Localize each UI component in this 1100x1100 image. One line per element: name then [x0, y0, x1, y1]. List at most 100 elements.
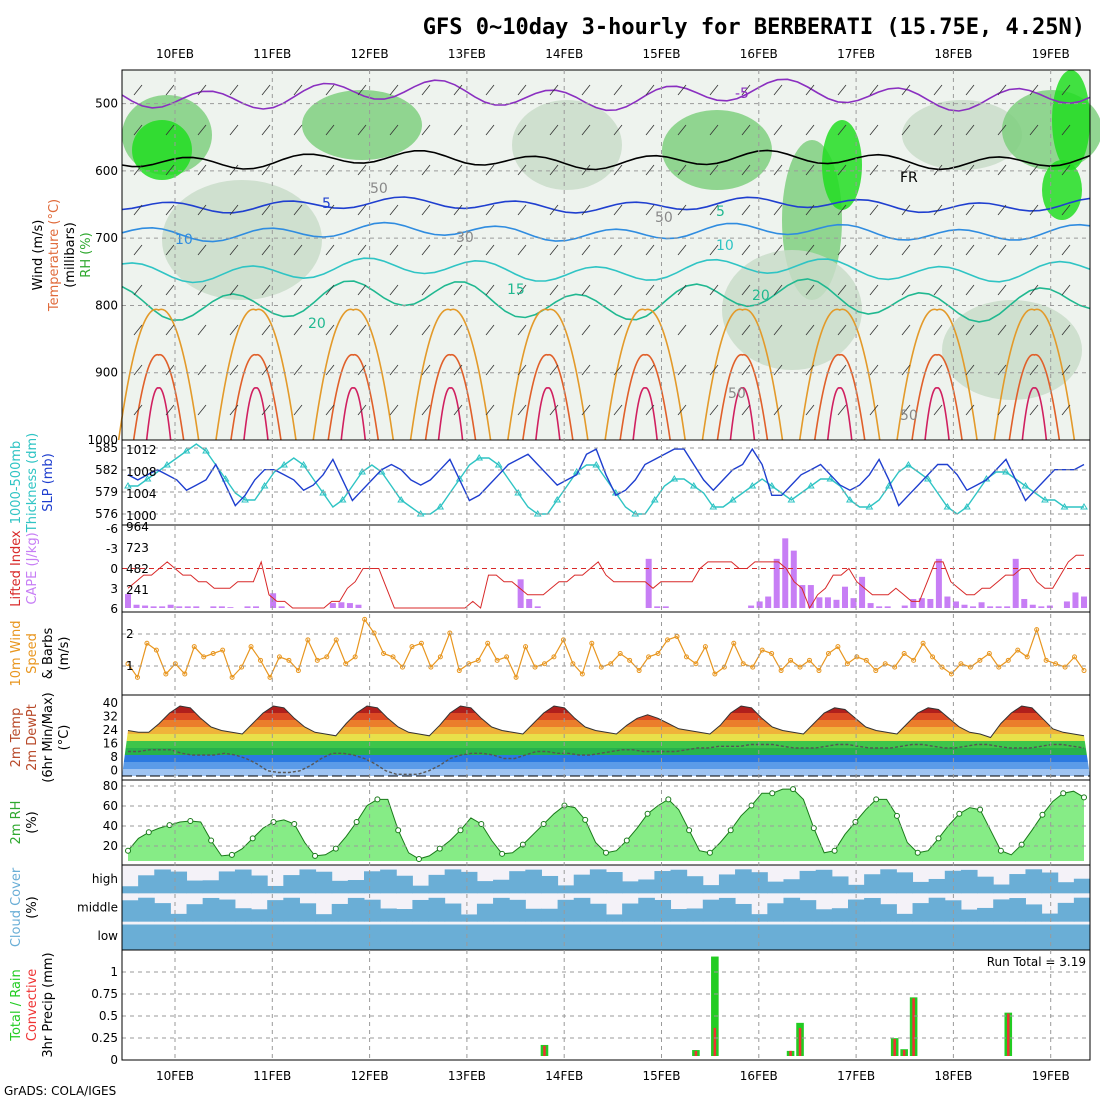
wind-speed-marker	[939, 664, 945, 670]
cape-bar	[833, 599, 840, 608]
thickness-marker	[260, 482, 269, 489]
wind-barb	[197, 244, 207, 256]
wind-speed-marker	[967, 664, 973, 670]
cape-bar	[184, 606, 191, 608]
wind-barb	[357, 244, 367, 256]
wind-barb	[229, 124, 239, 136]
warm-lobe-inner-5	[632, 387, 658, 441]
wind-barb	[165, 244, 175, 256]
wind-speed-marker	[835, 644, 841, 650]
wind-barb	[133, 404, 143, 416]
temp-band	[122, 762, 1090, 769]
wind-barb	[453, 124, 463, 136]
wind-barb	[933, 364, 943, 376]
wind-barb	[805, 324, 815, 336]
cloud-bar	[622, 881, 639, 894]
slp-tick-label: 1008	[126, 465, 157, 479]
wind-barb	[613, 324, 623, 336]
cloud-bar	[1009, 898, 1026, 922]
cloud-bar	[509, 899, 526, 922]
thickness-marker	[865, 503, 874, 510]
wind-speed-marker	[541, 661, 547, 667]
cloud-bar	[251, 909, 268, 922]
rh-marker	[1081, 794, 1087, 801]
wind-speed-marker	[437, 654, 443, 660]
cloud-bar	[993, 884, 1010, 894]
wind-barb	[421, 84, 431, 96]
cloud-bar	[202, 880, 220, 894]
wind-barb	[549, 364, 559, 376]
cloud-bar	[799, 870, 817, 894]
wind-barb	[1029, 324, 1039, 336]
wind-barb	[165, 324, 175, 336]
wind-speed-marker	[816, 668, 822, 674]
rh-shade-7	[902, 100, 1022, 170]
wind-barb	[485, 124, 495, 136]
cloud-bar	[654, 871, 672, 894]
wind-barb	[485, 364, 495, 376]
panel-frame-precip	[121, 949, 1091, 1061]
wind-speed-marker	[248, 644, 254, 650]
rh-marker	[582, 816, 589, 823]
panel-label-upper_air: (millibars)	[63, 222, 78, 288]
wind-barb	[901, 204, 911, 216]
cloud-bar	[589, 924, 607, 950]
wind-speed-marker	[485, 640, 491, 646]
wind-barb	[613, 84, 623, 96]
temp-band	[122, 741, 1090, 748]
warm-lobe-mid-5	[619, 354, 671, 441]
wind-barb	[805, 284, 815, 296]
wind-barb	[1029, 124, 1039, 136]
isotherm-line-1	[121, 149, 1091, 171]
cloud-bar	[606, 914, 623, 922]
wind-speed-marker	[693, 661, 699, 667]
thickness-marker	[748, 482, 757, 489]
cape-bar	[748, 605, 755, 608]
cloud-bar	[751, 914, 768, 922]
rh-marker	[374, 796, 381, 803]
wind-speed-marker	[532, 664, 538, 670]
cloud-bar	[444, 903, 462, 922]
cloud-bar	[1041, 924, 1059, 950]
cloud-bar	[686, 876, 704, 894]
wind-barb	[197, 364, 207, 376]
cape-bar	[867, 603, 874, 608]
wind-speed-marker	[788, 657, 794, 663]
wind-barb	[293, 284, 303, 296]
cloud-bar	[670, 909, 688, 922]
wind-speed-marker	[740, 661, 746, 667]
wind-barb	[677, 364, 687, 376]
cloud-bar	[606, 924, 623, 950]
wind-barb	[805, 84, 815, 96]
top-date-label: 14FEB	[545, 47, 583, 61]
wind-barb	[709, 164, 719, 176]
cloud-bar	[912, 881, 930, 894]
temp-band	[122, 748, 1090, 755]
wind-speed-marker	[977, 657, 983, 663]
wind-barb	[709, 244, 719, 256]
thickness-marker	[143, 475, 152, 482]
wind-barb	[517, 404, 527, 416]
cape-bar	[218, 606, 225, 608]
wind-speed-marker	[390, 654, 396, 660]
warm-lobe-inner-3	[437, 387, 464, 441]
wind-barb	[229, 244, 239, 256]
panel-label-cloud: (%)	[25, 896, 40, 919]
bottom-date-label: 14FEB	[545, 1069, 583, 1083]
pressure-tick-label: 700	[95, 231, 118, 245]
wind-barb	[997, 244, 1007, 256]
cloud-bar	[783, 924, 801, 950]
wind-barb	[933, 244, 943, 256]
bottom-date-label: 17FEB	[837, 1069, 875, 1083]
pressure-tick-label: 600	[95, 164, 118, 178]
wind-barb	[645, 284, 655, 296]
cloud-bar	[122, 900, 139, 922]
wind-barb	[165, 84, 175, 96]
wind-barb	[549, 164, 559, 176]
wind-speed-marker	[551, 654, 557, 660]
cloud-bar	[928, 924, 946, 950]
lifted-tick-label: 6	[110, 602, 118, 616]
wind-speed-marker	[683, 654, 689, 660]
precip-conv-bar	[902, 1050, 906, 1056]
wind-barb	[197, 284, 207, 296]
